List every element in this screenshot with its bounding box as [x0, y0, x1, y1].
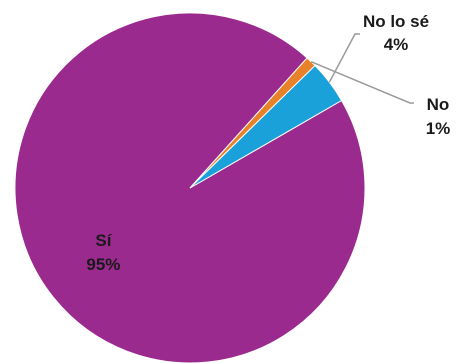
- leader-line-no-lo-se: [328, 33, 360, 83]
- pie-slices: [14, 12, 366, 363]
- leader-lines: [310, 33, 414, 104]
- slice-label-no: No: [427, 95, 450, 114]
- slice-value-no: 1%: [426, 119, 451, 138]
- slice-label-si: Sí: [95, 231, 112, 250]
- leader-line-no: [310, 61, 414, 104]
- slice-labels: Sí 95% No 1% No lo sé 4%: [86, 12, 450, 274]
- slice-label-no-lo-se: No lo sé: [363, 12, 429, 31]
- slice-value-si: 95%: [86, 255, 120, 274]
- slice-value-no-lo-se: 4%: [384, 35, 409, 54]
- pie-slice-no-lo-se: [189, 64, 343, 189]
